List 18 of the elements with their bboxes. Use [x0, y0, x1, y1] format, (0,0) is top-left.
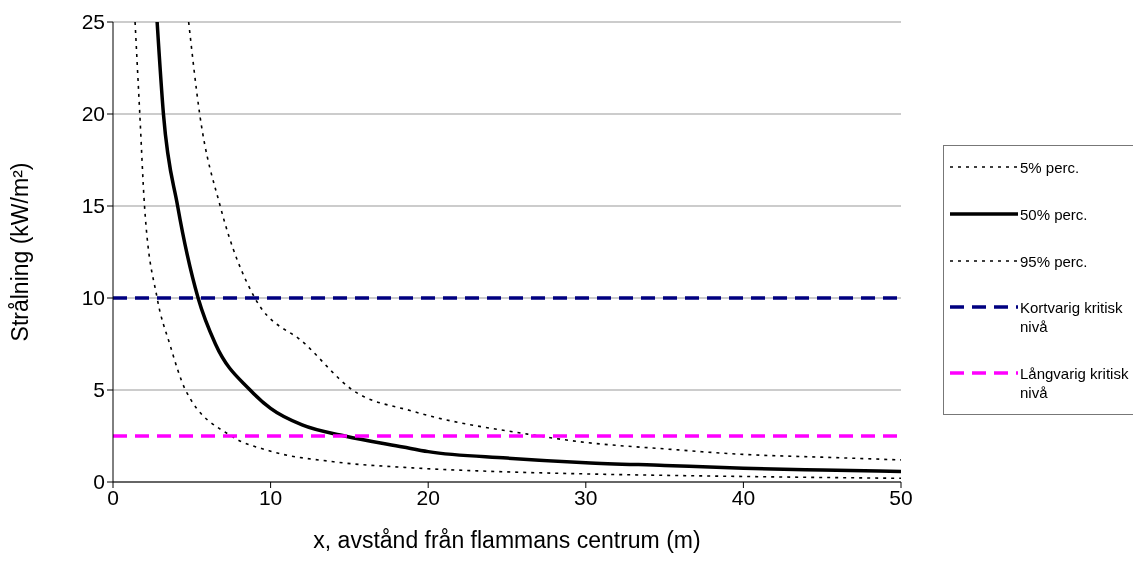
x-axis-title: x, avstånd från flammans centrum (m)	[313, 527, 701, 553]
y-tick-label: 25	[81, 10, 105, 34]
y-tick-label: 20	[81, 102, 105, 126]
y-axis-title: Strålning (kW/m²)	[7, 162, 34, 342]
legend-label: Kortvarig kritisk nivå	[1020, 298, 1124, 337]
legend-label: Långvarig kritisk nivå	[1020, 364, 1130, 402]
x-tick-label: 30	[574, 485, 598, 509]
x-tick-label: 20	[416, 485, 440, 509]
legend-label: 95% perc.	[1020, 251, 1088, 271]
y-tick-label: 0	[93, 470, 105, 494]
y-tick-label: 10	[81, 286, 105, 310]
x-tick-label: 10	[258, 485, 283, 509]
y-tick-label: 15	[81, 194, 105, 218]
legend-label: 5% perc.	[1020, 158, 1080, 177]
x-tick-label: 40	[731, 485, 756, 509]
x-tick-label: 50	[889, 485, 913, 509]
legend-label: 50% perc.	[1020, 204, 1088, 224]
y-tick-label: 5	[93, 378, 105, 402]
